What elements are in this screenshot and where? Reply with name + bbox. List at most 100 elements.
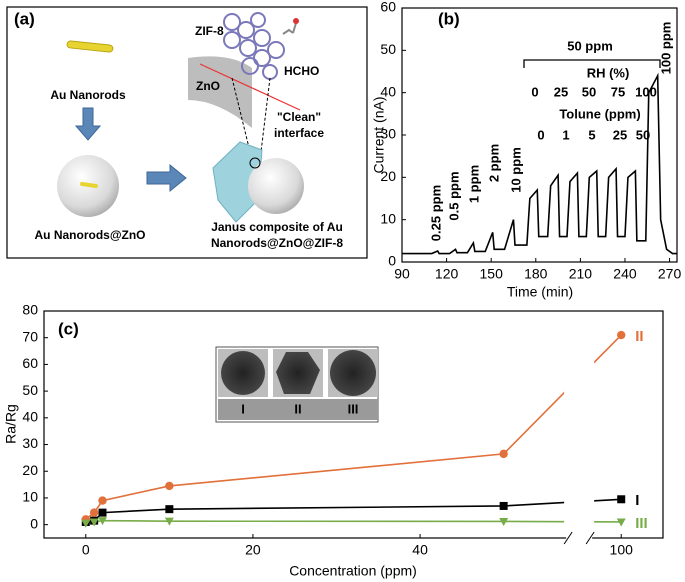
marker xyxy=(165,481,174,491)
group-label: 50 ppm xyxy=(567,38,613,53)
rh-value: 100 xyxy=(635,84,657,99)
marker xyxy=(89,508,99,517)
inset-label: II xyxy=(294,401,301,416)
x-tick-label: 90 xyxy=(394,266,410,282)
y-tick-label: 20 xyxy=(22,462,38,478)
molecule-atom xyxy=(293,18,299,24)
nanorod xyxy=(66,40,114,53)
zoom-circle xyxy=(249,157,261,169)
marker xyxy=(499,449,508,459)
zno-surface xyxy=(188,56,252,129)
axis-break xyxy=(564,312,595,537)
chart: 0 10 20 30 40 50 60 70 80 0 20 40 100 (c) Concentratio… xyxy=(3,302,664,579)
marker xyxy=(499,517,509,526)
toluene-value: 5 xyxy=(588,127,595,142)
y-tick-label: 0 xyxy=(388,253,396,269)
rh-title: RH (%) xyxy=(587,65,630,80)
y-axis-label: Ra/Rg xyxy=(3,404,19,444)
series-label: I xyxy=(635,492,639,509)
x-tick-label: 100 xyxy=(610,542,634,558)
marker xyxy=(617,495,626,504)
inset: I II III xyxy=(215,346,379,423)
label-bar xyxy=(218,399,378,420)
series-label: III xyxy=(635,515,648,532)
concentration-label: 10 ppm xyxy=(508,147,523,193)
series-label: II xyxy=(635,328,643,345)
arrow-down xyxy=(74,107,102,141)
particle xyxy=(221,351,265,395)
y-tick-label: 60 xyxy=(22,355,38,371)
interface-label: interface xyxy=(274,126,324,140)
rh-value: 25 xyxy=(554,84,568,99)
x-tick-label: 210 xyxy=(569,266,593,282)
panel-label: (c) xyxy=(58,319,79,338)
concentration-label: 100 ppm xyxy=(658,22,673,75)
particle xyxy=(276,352,320,394)
series-line xyxy=(85,519,622,525)
panel-label: (b) xyxy=(438,9,460,28)
y-tick-label: 30 xyxy=(380,126,396,142)
x-axis-label: Concentration (ppm) xyxy=(289,563,417,579)
x-tick-label: 240 xyxy=(613,266,637,282)
y-tick-label: 60 xyxy=(380,0,396,15)
y-tick-label: 50 xyxy=(22,382,38,398)
marker xyxy=(98,517,107,526)
y-tick-label: 50 xyxy=(380,41,396,57)
arrow-right xyxy=(146,163,187,193)
x-tick-label: 150 xyxy=(480,266,504,282)
y-tick-label: 40 xyxy=(22,409,38,425)
rh-value: 75 xyxy=(611,84,625,99)
inset-label: I xyxy=(241,401,245,416)
zno-label: ZnO xyxy=(196,79,220,93)
zif-lattice xyxy=(223,12,285,80)
x-tick-label: 0 xyxy=(82,542,90,558)
interface-pointer xyxy=(199,63,301,111)
marker xyxy=(164,517,174,526)
marker xyxy=(98,496,107,505)
toluene-title: Tolune (ppm) xyxy=(559,106,640,121)
molecule xyxy=(282,22,297,35)
x-tick-label: 120 xyxy=(435,266,459,282)
panel-label: (a) xyxy=(14,9,35,28)
group-bracket xyxy=(523,59,661,68)
x-tick-label: 270 xyxy=(658,266,682,282)
concentration-label: 1 ppm xyxy=(466,165,481,203)
gas-label: HCHO xyxy=(284,64,319,78)
concentration-label: 2 ppm xyxy=(486,144,501,182)
toluene-value: 1 xyxy=(562,127,569,142)
x-tick-label: 20 xyxy=(245,542,261,558)
inset-label: III xyxy=(348,401,359,416)
y-tick-label: 10 xyxy=(380,210,396,226)
y-tick-label: 20 xyxy=(380,168,396,184)
zif-label: ZIF-8 xyxy=(195,24,224,38)
marker xyxy=(81,519,91,528)
rod-zno-label: Au Nanorods@ZnO xyxy=(34,228,145,242)
y-tick-label: 80 xyxy=(22,302,38,318)
janus-label: Nanorods@ZnO@ZIF-8 xyxy=(211,236,343,250)
x-axis-label: Time (min) xyxy=(507,284,573,300)
y-tick-label: 30 xyxy=(22,435,38,451)
y-axis-label: Current (nA) xyxy=(371,96,387,173)
marker xyxy=(617,330,626,340)
interface-label: "Clean" xyxy=(277,110,321,124)
marker xyxy=(499,501,508,510)
y-tick-label: 10 xyxy=(22,489,38,505)
marker xyxy=(98,508,107,517)
concentration-label: 0.25 ppm xyxy=(428,185,443,241)
y-tick-label: 40 xyxy=(380,83,396,99)
axis-break xyxy=(566,535,593,541)
marker xyxy=(165,505,174,514)
marker xyxy=(616,518,626,527)
janus-label: Janus composite of Au xyxy=(211,220,343,234)
particle xyxy=(330,350,376,396)
x-tick-label: 40 xyxy=(412,542,428,558)
marker xyxy=(89,518,99,527)
toluene-value: 50 xyxy=(636,127,650,142)
concentration-label: 0.5 ppm xyxy=(446,171,461,220)
y-tick-label: 70 xyxy=(22,328,38,344)
nanorod-inner xyxy=(80,182,98,188)
toluene-value: 0 xyxy=(537,127,544,142)
x-tick-label: 180 xyxy=(524,266,548,282)
